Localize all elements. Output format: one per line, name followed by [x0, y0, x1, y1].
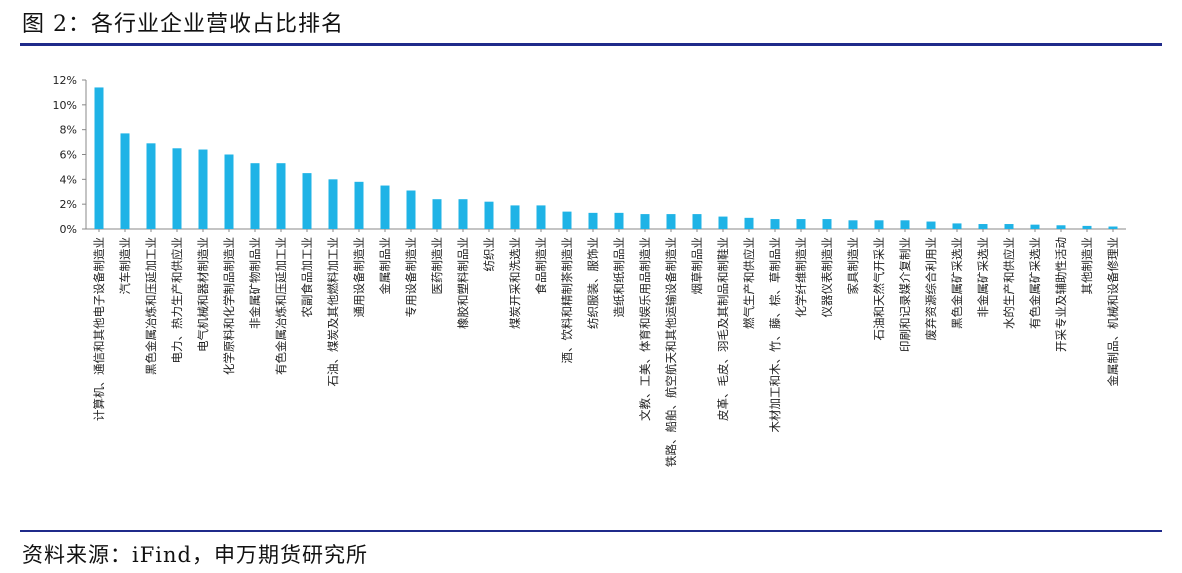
x-tick-label: 文教、工美、体育和娱乐用品制造业: [638, 237, 652, 421]
x-tick-label: 化学纤维制造业: [794, 237, 808, 318]
footer-divider: [20, 530, 1162, 532]
chart-bars: [94, 87, 1118, 229]
bar: [1108, 226, 1118, 229]
bar: [250, 163, 260, 229]
bar: [120, 133, 130, 229]
x-tick-label: 非金属矿采选业: [976, 237, 990, 318]
bar: [926, 221, 936, 229]
bar: [796, 219, 806, 229]
x-tick-label: 石油、煤炭及其他燃料加工业: [326, 237, 340, 387]
x-tick-label: 仪器仪表制造业: [820, 237, 834, 318]
bar: [380, 185, 390, 229]
bar: [94, 87, 104, 229]
x-tick-label: 印刷和记录媒介复制业: [898, 237, 912, 352]
y-tick-label: 4%: [60, 173, 77, 186]
x-tick-label: 金属制品业: [378, 237, 392, 295]
x-tick-label: 有色金属矿采选业: [1028, 237, 1042, 329]
x-tick-labels: 计算机、通信和其他电子设备制造业 汽车制造业 黑色金属冶炼和压延加工业 电力、热力生产…: [92, 237, 1120, 467]
x-tick-label: 医药制造业: [430, 237, 444, 295]
x-tick-label: 通用设备制造业: [352, 237, 366, 318]
x-tick-label: 计算机、通信和其他电子设备制造业: [92, 237, 106, 421]
bar: [718, 216, 728, 229]
x-tick-label: 黑色金属矿采选业: [950, 237, 964, 329]
bar: [744, 217, 754, 229]
y-tick-label: 8%: [60, 124, 77, 137]
y-tick-label: 12%: [53, 74, 77, 87]
bar: [536, 205, 546, 229]
x-tick-label: 化学原料和化学制品制造业: [222, 237, 236, 375]
x-tick-label: 金属制品、机械和设备修理业: [1106, 237, 1120, 387]
bar: [770, 219, 780, 229]
x-tick-label: 纺织业: [482, 237, 496, 272]
bar: [146, 143, 156, 229]
x-tick-label: 其他制造业: [1080, 237, 1094, 295]
y-tick-label: 10%: [53, 99, 77, 112]
x-tick-label: 木材加工和木、竹、藤、棕、草制品业: [768, 237, 782, 433]
bar: [822, 219, 832, 229]
x-tick-label: 造纸和纸制品业: [612, 237, 626, 318]
bar: [1082, 225, 1092, 229]
bar: [614, 212, 624, 229]
source-note: 资料来源：iFind，申万期货研究所: [22, 543, 368, 567]
bar: [1056, 225, 1066, 229]
y-tick-label: 6%: [60, 149, 77, 162]
x-tick-label: 非金属矿物制品业: [248, 237, 262, 329]
x-tick-label: 酒、饮料和精制茶制造业: [560, 237, 574, 364]
x-tick-label: 废弃资源综合利用业: [924, 237, 938, 341]
title-divider: [20, 43, 1162, 46]
bar: [952, 223, 962, 229]
x-tick-label: 铁路、船舶、航空航天和其他运输设备制造业: [664, 237, 678, 467]
bar: [1030, 224, 1040, 229]
bar: [224, 154, 234, 229]
x-tick-label: 有色金属冶炼和压延加工业: [274, 237, 288, 375]
bar: [562, 211, 572, 229]
bar: [666, 214, 676, 229]
bar: [432, 199, 442, 229]
x-tick-label: 开采专业及辅助性活动: [1054, 237, 1068, 352]
bar: [510, 205, 520, 229]
x-tick-label: 橡胶和塑料制品业: [456, 237, 470, 329]
y-tick-labels: 0% 2% 4% 6% 8% 10% 12%: [53, 74, 77, 236]
bar: [354, 181, 364, 229]
bar: [198, 149, 208, 229]
x-tick-label: 纺织服装、服饰业: [586, 237, 600, 329]
bar: [328, 179, 338, 229]
bar: [276, 163, 286, 229]
bar: [978, 224, 988, 229]
x-tick-label: 电气机械和器材制造业: [196, 237, 210, 352]
bar: [406, 190, 416, 229]
bar: [484, 201, 494, 229]
x-tick-label: 烟草制品业: [690, 237, 704, 295]
x-tick-label: 石油和天然气开采业: [872, 237, 886, 341]
x-tick-label: 食品制造业: [534, 237, 548, 295]
x-tick-label: 农副食品加工业: [300, 237, 314, 318]
x-tick-label: 燃气生产和供应业: [742, 237, 756, 329]
bar: [848, 220, 858, 229]
x-tick-label: 黑色金属冶炼和压延加工业: [144, 237, 158, 375]
bar: [692, 214, 702, 229]
page-title: 图 2：各行业企业营收占比排名: [22, 12, 344, 37]
bar: [458, 199, 468, 229]
chart-axes: [82, 79, 1126, 232]
x-tick-label: 煤炭开采和洗选业: [508, 237, 522, 329]
bar: [640, 214, 650, 229]
y-tick-label: 0%: [60, 223, 77, 236]
bar: [172, 148, 182, 229]
bar: [1004, 224, 1014, 229]
y-tick-label: 2%: [60, 198, 77, 211]
x-tick-label: 家具制造业: [846, 237, 860, 295]
bar: [588, 212, 598, 229]
bar: [302, 173, 312, 229]
bar: [900, 220, 910, 229]
x-tick-label: 专用设备制造业: [404, 237, 418, 318]
x-tick-label: 电力、热力生产和供应业: [170, 237, 184, 364]
x-tick-label: 汽车制造业: [118, 237, 132, 295]
bar: [874, 220, 884, 229]
x-tick-label: 皮革、毛皮、羽毛及其制品和制鞋业: [716, 237, 730, 421]
x-tick-label: 水的生产和供应业: [1002, 237, 1016, 329]
